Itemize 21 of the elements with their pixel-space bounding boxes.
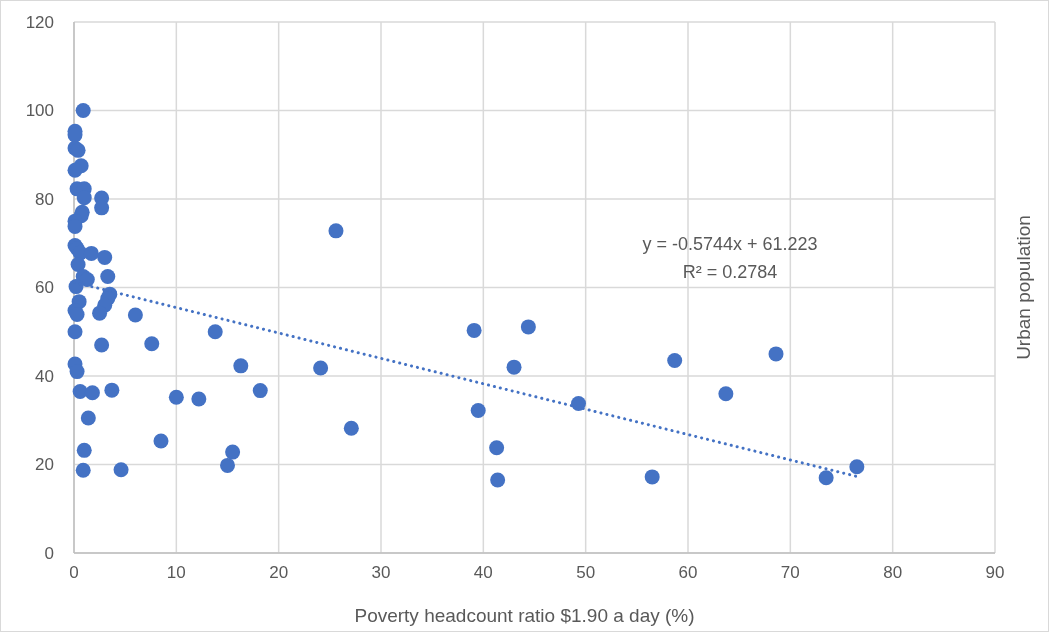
y-tick-label: 20 [35,455,54,475]
x-tick-label: 50 [576,563,596,582]
y-axis-title: Urban population [1013,215,1034,360]
y-tick-label: 80 [35,189,54,209]
x-tick-label: 90 [985,563,1005,582]
annotation: R² = 0.2784 [682,262,778,282]
x-axis-title: Poverty headcount ratio $1.90 a day (%) [354,605,695,626]
y-tick-label: 0 [44,543,54,563]
y-tick-label: 120 [25,12,54,32]
x-tick-label: 70 [780,563,800,582]
x-tick-label: 60 [678,563,698,582]
x-tick-label: 10 [166,563,186,582]
y-tick-label: 60 [35,278,54,298]
x-tick-label: 80 [883,563,903,582]
x-tick-label: 20 [269,563,289,582]
annotation: y = -0.5744x + 61.223 [642,234,818,254]
y-tick-label: 100 [25,101,54,121]
x-tick-label: 40 [473,563,493,582]
x-tick-label: 0 [69,563,79,582]
x-tick-label: 30 [371,563,391,582]
y-tick-label: 40 [35,366,54,386]
